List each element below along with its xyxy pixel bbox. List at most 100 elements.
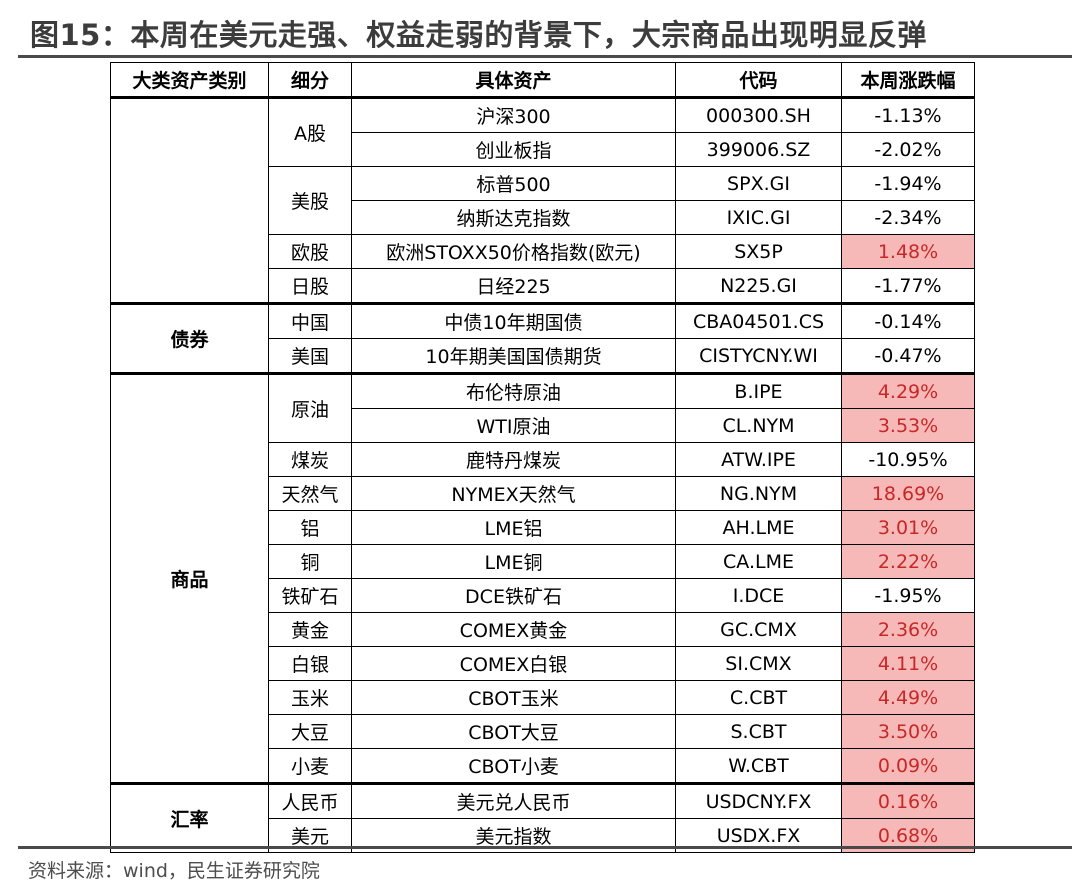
- code-cell: 399006.SZ: [675, 132, 842, 167]
- code-cell: W.CBT: [675, 748, 842, 784]
- asset-cell: LME铝: [351, 510, 676, 545]
- asset-cell: 日经225: [351, 268, 676, 304]
- table-row: 欧股 欧洲STOXX50价格指数(欧元) SX5P 1.48%: [111, 234, 975, 269]
- subcategory-cell: A股: [268, 97, 352, 167]
- table-row: 黄金 COMEX黄金 GC.CMX 2.36%: [111, 612, 975, 647]
- change-cell: -0.14%: [841, 302, 975, 339]
- change-cell-positive: 3.50%: [841, 714, 975, 749]
- code-cell: CL.NYM: [675, 408, 842, 443]
- subcategory-cell: 白银: [268, 646, 352, 681]
- code-cell: NG.NYM: [675, 476, 842, 511]
- header-subcategory: 细分: [268, 62, 352, 99]
- change-cell-positive: 1.48%: [841, 234, 975, 269]
- table-row: 大豆 CBOT大豆 S.CBT 3.50%: [111, 714, 975, 749]
- code-cell: B.IPE: [675, 372, 842, 409]
- asset-cell: 10年期美国国债期货: [351, 338, 676, 374]
- code-cell: 000300.SH: [675, 97, 842, 133]
- change-cell-positive: 3.01%: [841, 510, 975, 545]
- subcategory-cell: 欧股: [268, 234, 352, 269]
- table-row: 天然气 NYMEX天然气 NG.NYM 18.69%: [111, 476, 975, 511]
- subcategory-cell: 黄金: [268, 612, 352, 647]
- header-asset-class: 大类资产类别: [110, 62, 269, 99]
- table-row: 铝 LME铝 AH.LME 3.01%: [111, 510, 975, 545]
- change-cell-positive: 4.29%: [841, 372, 975, 409]
- change-cell: -1.77%: [841, 268, 975, 304]
- change-cell-positive: 3.53%: [841, 408, 975, 443]
- asset-cell: CBOT大豆: [351, 714, 676, 749]
- asset-cell: DCE铁矿石: [351, 578, 676, 613]
- change-cell: -2.34%: [841, 200, 975, 235]
- table-row: 小麦 CBOT小麦 W.CBT 0.09%: [111, 748, 975, 784]
- header-weekly-change: 本周涨跌幅: [841, 62, 975, 99]
- header-asset: 具体资产: [351, 62, 676, 99]
- footer-rule: [18, 846, 1072, 849]
- code-cell: I.DCE: [675, 578, 842, 613]
- asset-cell: 欧洲STOXX50价格指数(欧元): [351, 234, 676, 269]
- table-row: 美股 标普500 SPX.GI -1.94%: [111, 166, 975, 235]
- subcategory-cell: 煤炭: [268, 442, 352, 477]
- header-code: 代码: [675, 62, 842, 99]
- change-cell-positive: 0.09%: [841, 748, 975, 784]
- table-row: WTI原油 CL.NYM 3.53%: [111, 408, 975, 443]
- subcategory-cell: 铝: [268, 510, 352, 545]
- table-row: 债券 中国 中债10年期国债 CBA04501.CS -0.14%: [110, 302, 975, 374]
- table-row: A股 沪深300 000300.SH -1.13%: [110, 97, 975, 304]
- asset-cell: 纳斯达克指数: [351, 200, 676, 235]
- subcategory-cell: 玉米: [268, 680, 352, 715]
- category-cell-commodities: 商品: [110, 372, 269, 784]
- change-cell: -1.13%: [841, 97, 975, 133]
- change-cell-positive: 2.36%: [841, 612, 975, 647]
- code-cell: C.CBT: [675, 680, 842, 715]
- table-row: 创业板指 399006.SZ -2.02%: [111, 132, 975, 167]
- category-cell-equities: [110, 97, 269, 304]
- asset-cell: 标普500: [351, 166, 676, 201]
- asset-cell: 布伦特原油: [351, 372, 676, 409]
- code-cell: SPX.GI: [675, 166, 842, 201]
- asset-cell: 创业板指: [351, 132, 676, 167]
- change-cell-positive: 18.69%: [841, 476, 975, 511]
- subcategory-cell: 人民币: [268, 782, 352, 819]
- code-cell: AH.LME: [675, 510, 842, 545]
- asset-cell: CBOT玉米: [351, 680, 676, 715]
- subcategory-cell: 日股: [268, 268, 352, 304]
- code-cell: CISTYCNY.WI: [675, 338, 842, 374]
- asset-cell: NYMEX天然气: [351, 476, 676, 511]
- change-cell-positive: 4.49%: [841, 680, 975, 715]
- code-cell: CA.LME: [675, 544, 842, 579]
- code-cell: S.CBT: [675, 714, 842, 749]
- code-cell: SI.CMX: [675, 646, 842, 681]
- table-row: 美国 10年期美国国债期货 CISTYCNY.WI -0.47%: [111, 338, 975, 374]
- code-cell: CBA04501.CS: [675, 302, 842, 339]
- subcategory-cell: 天然气: [268, 476, 352, 511]
- asset-cell: CBOT小麦: [351, 748, 676, 784]
- change-cell: -1.95%: [841, 578, 975, 613]
- code-cell: GC.CMX: [675, 612, 842, 647]
- table-row: 铜 LME铜 CA.LME 2.22%: [111, 544, 975, 579]
- subcategory-cell: 大豆: [268, 714, 352, 749]
- source-note: 资料来源：wind，民生证券研究院: [28, 860, 320, 882]
- change-cell: -1.94%: [841, 166, 975, 201]
- table-row: 汇率 人民币 美元兑人民币 USDCNY.FX 0.16%: [110, 782, 975, 853]
- code-cell: ATW.IPE: [675, 442, 842, 477]
- change-cell-positive: 0.16%: [841, 782, 975, 819]
- code-cell: IXIC.GI: [675, 200, 842, 235]
- subcategory-cell: 美股: [268, 166, 352, 235]
- table-row: 商品 原油 布伦特原油 B.IPE 4.29%: [110, 372, 975, 784]
- change-cell-positive: 4.11%: [841, 646, 975, 681]
- category-cell-bonds: 债券: [110, 302, 269, 374]
- change-cell: -2.02%: [841, 132, 975, 167]
- table-row: 日股 日经225 N225.GI -1.77%: [111, 268, 975, 304]
- subcategory-cell: 铜: [268, 544, 352, 579]
- subcategory-cell: 铁矿石: [268, 578, 352, 613]
- code-cell: SX5P: [675, 234, 842, 269]
- asset-cell: COMEX黄金: [351, 612, 676, 647]
- code-cell: USDCNY.FX: [675, 782, 842, 819]
- asset-cell: 沪深300: [351, 97, 676, 133]
- change-cell: -10.95%: [841, 442, 975, 477]
- change-cell-positive: 2.22%: [841, 544, 975, 579]
- asset-cell: 美元兑人民币: [351, 782, 676, 819]
- asset-performance-table: 大类资产类别 细分 具体资产 代码 本周涨跌幅 A股 沪深300 000300.…: [110, 62, 975, 853]
- title-rule: [18, 55, 1072, 58]
- figure-title: 图15：本周在美元走强、权益走弱的背景下，大宗商品出现明显反弹: [30, 18, 927, 52]
